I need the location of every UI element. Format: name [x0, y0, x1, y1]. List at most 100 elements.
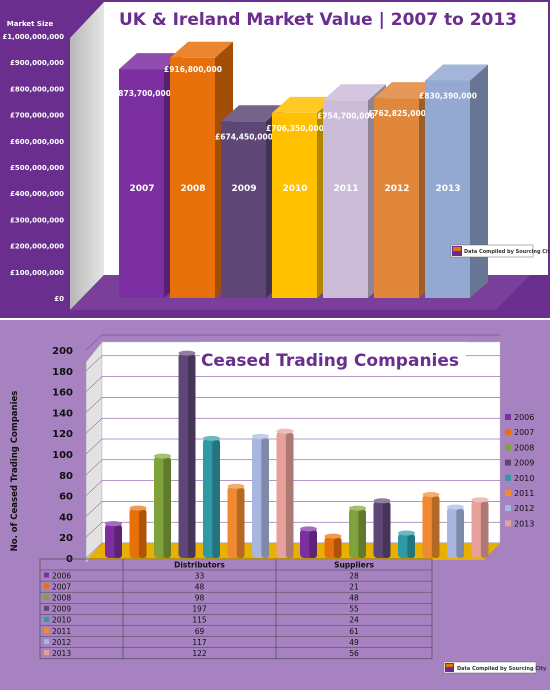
chart2-ytick-label: 40 [59, 512, 73, 523]
chart1-data-label: £830,390,000 [419, 91, 477, 100]
chart2-bar-top [252, 433, 269, 439]
chart2-legend-item-2008: 2008 [505, 443, 534, 452]
chart1-category-label: 2011 [333, 184, 358, 194]
chart1-bar-front [119, 69, 164, 298]
chart2-ytick-label: 180 [52, 367, 73, 378]
chart2-bar-suppliers-2010 [398, 530, 415, 558]
chart1-bar-front [221, 121, 266, 298]
chart1-ytick-label: £300,000,000 [10, 216, 64, 224]
chart1-ytick-label: £0 [54, 295, 64, 303]
table-cell-value: 21 [349, 582, 359, 591]
legend-label: 2013 [514, 519, 534, 528]
chart2-table-row-2012: 2012 117 49 [44, 638, 359, 647]
chart2-gridline [85, 355, 103, 371]
chart1-bar-top [221, 105, 284, 122]
chart2-ytick-label: 100 [52, 450, 73, 461]
table-row-swatch [44, 639, 49, 645]
table-cell-value: 24 [349, 616, 359, 625]
chart2-title: Ceased Trading Companies [201, 351, 459, 371]
chart2-legend-item-2012: 2012 [505, 504, 534, 513]
table-row-label: 2013 [52, 649, 71, 658]
chart2-bar-top [447, 504, 464, 510]
chart2-bar-top [129, 505, 147, 511]
chart1-category-label: 2008 [180, 184, 205, 194]
chart2-bar-top [227, 483, 245, 489]
chart2-legend-item-2006: 2006 [505, 413, 534, 422]
chart2-bar-top [300, 526, 317, 532]
chart2-ytick-label: 80 [59, 471, 73, 482]
chart2-bar-top [105, 521, 122, 527]
chart2-ytick-label: 0 [66, 554, 73, 565]
table-cell-value: 197 [192, 605, 207, 614]
chart1-bar-top [272, 96, 335, 113]
table-cell-value: 49 [349, 638, 359, 647]
table-row-swatch [44, 650, 49, 656]
chart1-bar-front [272, 112, 317, 298]
table-row-swatch [44, 616, 49, 622]
table-cell-value: 33 [195, 571, 205, 580]
chart2-bar-top [422, 492, 440, 498]
chart2-legend-item-2009: 2009 [505, 459, 534, 468]
chart2-table-row-2006: 2006 33 28 [44, 571, 359, 580]
chart2-bar-shade [236, 488, 245, 558]
chart2-table-row-2009: 2009 197 55 [44, 605, 359, 614]
table-row-label: 2007 [52, 582, 71, 591]
chart1-ytick-label: £800,000,000 [10, 85, 64, 93]
chart2-bar-distributors-2013 [276, 428, 294, 558]
chart2-table-header: Suppliers [334, 561, 374, 570]
chart2-bar-shade [285, 433, 294, 558]
chart2-bar-shade [407, 535, 415, 558]
table-row-label: 2010 [52, 616, 71, 625]
table-cell-value: 122 [192, 649, 207, 658]
legend-swatch [505, 414, 511, 420]
chart2-gridline [85, 542, 103, 559]
chart2-bar-suppliers-2007 [324, 533, 342, 558]
chart2-gridline [85, 418, 103, 434]
market-value-chart: UK & Ireland Market Value | 2007 to 2013… [0, 0, 550, 318]
chart1-bar-front [170, 57, 215, 298]
chart1-bar-top [323, 84, 386, 101]
table-cell-value: 56 [349, 649, 359, 658]
legend-swatch [505, 490, 511, 496]
chart1-data-label: £916,800,000 [164, 65, 222, 74]
chart1-ytick-label: £900,000,000 [10, 59, 64, 67]
chart2-table-row-2011: 2011 69 61 [44, 627, 359, 636]
chart2-bar-top [203, 435, 220, 441]
chart2-bar-suppliers-2009 [373, 498, 391, 558]
chart2-bar-distributors-2008 [154, 453, 171, 558]
chart1-data-label: £706,350,000 [266, 124, 324, 133]
chart2-source-badge: Data Compiled by Sourcing City [443, 661, 547, 674]
chart2-bar-distributors-2007 [129, 505, 147, 558]
chart2-ytick-label: 120 [52, 429, 73, 440]
table-cell-value: 55 [349, 605, 359, 614]
table-row-label: 2012 [52, 638, 71, 647]
chart2-ytick-label: 140 [52, 408, 73, 419]
chart2-bar-suppliers-2013 [471, 497, 489, 558]
chart2-ytick-label: 160 [52, 388, 73, 399]
chart1-ytick-label: £700,000,000 [10, 112, 64, 120]
chart2-table-row-2013: 2013 122 56 [44, 649, 359, 658]
legend-swatch [505, 505, 511, 512]
sourcing-city-logo-icon [445, 663, 454, 672]
chart2-bar-top [178, 350, 196, 356]
chart2-bar-shade [261, 438, 269, 558]
chart1-data-label: £754,700,000 [317, 111, 375, 120]
chart2-bar-shade [431, 496, 440, 558]
chart2-gridline [85, 480, 103, 496]
chart2-bar-top [349, 505, 366, 511]
table-row-label: 2009 [52, 605, 71, 614]
chart1-ytick-label: £600,000,000 [10, 138, 64, 146]
chart1-bar-front [425, 80, 470, 298]
chart2-gridline [85, 522, 103, 538]
chart2-bar-distributors-2011 [227, 483, 245, 558]
legend-label: 2011 [514, 489, 534, 498]
chart2-legend-item-2011: 2011 [505, 489, 534, 498]
table-cell-value: 115 [192, 616, 207, 625]
chart2-ytick-label: 200 [52, 346, 73, 357]
chart2-gridline [85, 376, 103, 392]
chart1-ytick-label: £400,000,000 [10, 190, 64, 198]
chart2-gridline [85, 397, 103, 413]
table-cell-value: 69 [195, 627, 205, 636]
table-row-label: 2011 [52, 627, 71, 636]
chart2-title-box [200, 342, 466, 376]
